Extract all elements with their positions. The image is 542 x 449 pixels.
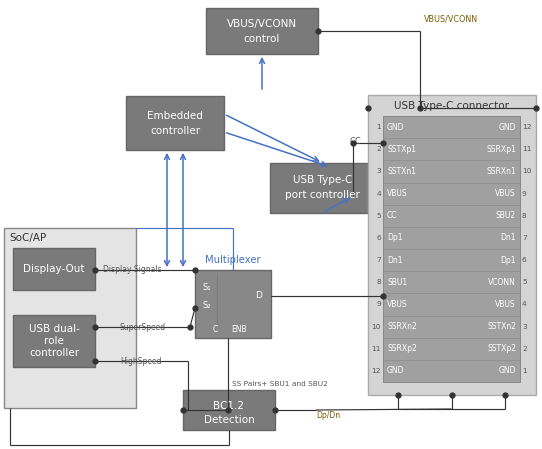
Text: 7: 7 xyxy=(522,235,527,241)
Text: VBUS/VCONN: VBUS/VCONN xyxy=(227,19,297,29)
Text: 5: 5 xyxy=(376,213,381,219)
Text: 4: 4 xyxy=(376,190,381,197)
Text: 9: 9 xyxy=(522,190,527,197)
Text: Embedded: Embedded xyxy=(147,111,203,121)
Text: SSTXn1: SSTXn1 xyxy=(387,167,416,176)
Text: port controller: port controller xyxy=(285,190,360,200)
Text: 8: 8 xyxy=(522,213,527,219)
Bar xyxy=(126,96,224,150)
Text: VCONN: VCONN xyxy=(488,278,516,287)
Text: SSTXn2: SSTXn2 xyxy=(487,322,516,331)
Text: 2: 2 xyxy=(376,146,381,152)
Text: S₁: S₁ xyxy=(203,282,211,291)
Text: 11: 11 xyxy=(371,346,381,352)
Text: 3: 3 xyxy=(522,324,527,330)
Text: S₂: S₂ xyxy=(203,300,211,309)
Text: Display Signals: Display Signals xyxy=(103,265,162,274)
Text: SSRXn2: SSRXn2 xyxy=(387,322,417,331)
Text: HighSpeed: HighSpeed xyxy=(120,357,162,365)
Text: 12: 12 xyxy=(371,368,381,374)
Text: Dp1: Dp1 xyxy=(500,255,516,264)
Text: GND: GND xyxy=(387,366,404,375)
Text: CC: CC xyxy=(387,211,397,220)
Text: BC1.2: BC1.2 xyxy=(214,401,244,411)
Text: C: C xyxy=(212,325,218,334)
Text: SBU1: SBU1 xyxy=(387,278,407,287)
Text: 3: 3 xyxy=(376,168,381,174)
Text: D: D xyxy=(256,291,262,300)
Text: VBUS/VCONN: VBUS/VCONN xyxy=(424,14,478,23)
Text: Dn1: Dn1 xyxy=(500,233,516,242)
Text: CC: CC xyxy=(350,137,362,146)
Text: 5: 5 xyxy=(522,279,527,285)
Text: Detection: Detection xyxy=(204,415,254,425)
Text: controller: controller xyxy=(150,126,200,136)
Text: SoC/AP: SoC/AP xyxy=(9,233,47,243)
Bar xyxy=(383,116,520,382)
Text: VBUS: VBUS xyxy=(495,300,516,309)
Bar xyxy=(13,315,95,367)
Text: USB dual-: USB dual- xyxy=(29,324,80,334)
Bar xyxy=(368,95,536,395)
Text: Multiplexer: Multiplexer xyxy=(205,255,261,265)
Text: SSTXp1: SSTXp1 xyxy=(387,145,416,154)
Text: SuperSpeed: SuperSpeed xyxy=(120,322,166,331)
Text: GND: GND xyxy=(499,366,516,375)
Bar xyxy=(13,248,95,290)
Bar xyxy=(4,228,136,408)
Text: GND: GND xyxy=(499,123,516,132)
Text: 7: 7 xyxy=(376,257,381,263)
Text: 1: 1 xyxy=(522,368,527,374)
Text: GND: GND xyxy=(387,123,404,132)
Text: role: role xyxy=(44,336,64,346)
Text: VBUS: VBUS xyxy=(387,189,408,198)
Text: SBU2: SBU2 xyxy=(496,211,516,220)
Text: SSRXp1: SSRXp1 xyxy=(486,145,516,154)
Text: Dn1: Dn1 xyxy=(387,255,403,264)
Text: 4: 4 xyxy=(522,301,527,308)
Text: VBUS: VBUS xyxy=(387,300,408,309)
Text: 6: 6 xyxy=(376,235,381,241)
Bar xyxy=(195,270,271,338)
Text: SS Pairs+ SBU1 and SBU2: SS Pairs+ SBU1 and SBU2 xyxy=(232,381,328,387)
Text: 12: 12 xyxy=(522,124,532,130)
Text: 10: 10 xyxy=(371,324,381,330)
Text: control: control xyxy=(244,34,280,44)
Text: Display-Out: Display-Out xyxy=(23,264,85,274)
Text: 8: 8 xyxy=(376,279,381,285)
Text: USB Type-C: USB Type-C xyxy=(293,175,352,185)
Text: 9: 9 xyxy=(376,301,381,308)
Text: SSTXp2: SSTXp2 xyxy=(487,344,516,353)
Bar xyxy=(183,390,275,430)
Text: SSRXn1: SSRXn1 xyxy=(486,167,516,176)
Text: 10: 10 xyxy=(522,168,532,174)
Text: Dp1: Dp1 xyxy=(387,233,403,242)
Text: controller: controller xyxy=(29,348,79,358)
Text: Dp/Dn: Dp/Dn xyxy=(316,410,340,419)
Text: VBUS: VBUS xyxy=(495,189,516,198)
Text: 11: 11 xyxy=(522,146,532,152)
Text: 6: 6 xyxy=(522,257,527,263)
Text: 2: 2 xyxy=(522,346,527,352)
Text: ENB: ENB xyxy=(231,325,247,334)
Text: SSRXp2: SSRXp2 xyxy=(387,344,417,353)
Text: USB Type-C connector: USB Type-C connector xyxy=(395,101,509,111)
Bar xyxy=(206,8,318,54)
Text: 1: 1 xyxy=(376,124,381,130)
Bar xyxy=(270,163,375,213)
